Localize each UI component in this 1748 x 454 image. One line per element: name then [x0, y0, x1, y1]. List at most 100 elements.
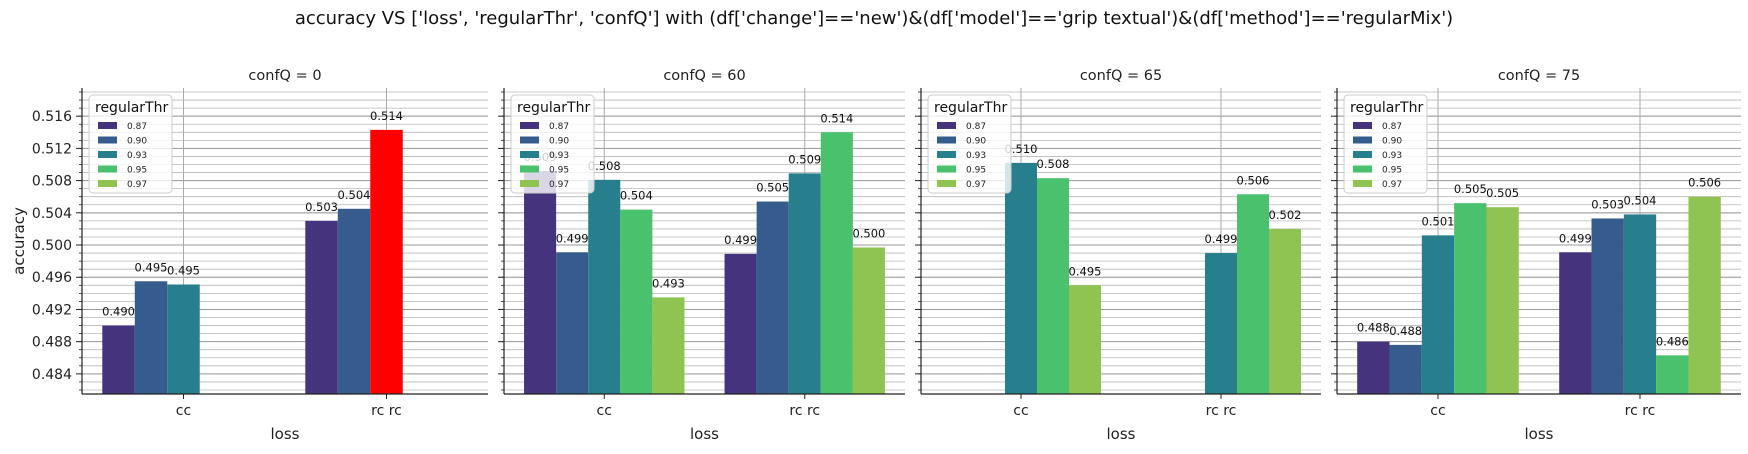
legend-label: 0.95: [966, 166, 986, 176]
bar: [1688, 196, 1721, 394]
bar: [620, 209, 653, 394]
subplot-4: 0.488 0.499 0.488 0.503 0.501 0.504 0.505 0.486…: [1331, 68, 1741, 443]
x-tick-label: cc: [597, 403, 612, 419]
bar-label: 0.509: [788, 152, 821, 166]
legend-label: 0.87: [1382, 122, 1402, 132]
x-tick-label: cc: [1013, 403, 1028, 419]
x-tick-label: rc rc: [789, 403, 820, 419]
legend-swatch: [98, 122, 117, 129]
x-axis-label: loss: [1525, 425, 1554, 443]
y-tick-label: 0.492: [32, 302, 72, 318]
figure-title: accuracy VS ['loss', 'regularThr', 'conf…: [294, 8, 1454, 29]
subplot-title: confQ = 0: [248, 68, 321, 84]
legend-label: 0.95: [1382, 166, 1402, 176]
bar: [1269, 228, 1301, 394]
bar: [102, 325, 135, 394]
subplot-2: 0.5090.4990.4990.5050.5080.5090.5040.514…: [498, 68, 905, 443]
legend-title: regularThr: [934, 100, 1007, 116]
bar-label: 0.508: [1037, 157, 1070, 171]
legend-swatch: [520, 122, 539, 129]
bar: [852, 247, 885, 394]
bar: [1486, 207, 1519, 394]
bar-label: 0.514: [820, 111, 853, 125]
legend-swatch: [98, 136, 117, 144]
bar-label: 0.486: [1656, 334, 1689, 348]
bar: [1005, 162, 1037, 394]
bar-label: 0.499: [1205, 232, 1238, 246]
bar-label: 0.493: [652, 276, 685, 290]
bar-label: 0.506: [1688, 176, 1721, 190]
legend-label: 0.93: [127, 151, 147, 161]
bar: [1037, 178, 1069, 394]
legend-swatch: [520, 180, 539, 187]
legend-title: regularThr: [517, 100, 590, 116]
x-tick-label: rc rc: [1206, 403, 1237, 419]
bar: [1205, 253, 1237, 394]
legend-swatch: [520, 136, 539, 144]
bar-label: 0.502: [1269, 208, 1302, 222]
subplot-1: 0.490 0.503 0.495 0.504 0.495 0.514 confQ = 0 0…: [10, 68, 488, 443]
legend-swatch: [1353, 122, 1372, 129]
bar: [724, 253, 757, 394]
subplot-title: confQ = 75: [1498, 68, 1580, 84]
legend-swatch: [520, 165, 539, 173]
legend-swatch: [1353, 136, 1372, 144]
legend-label: 0.97: [127, 180, 147, 190]
bar-label: 0.499: [724, 233, 757, 247]
legend-title: regularThr: [95, 100, 168, 116]
x-tick-label: cc: [1430, 403, 1445, 419]
bar-label: 0.488: [1389, 324, 1422, 338]
bar-label: 0.505: [1454, 182, 1487, 196]
legend-swatch: [98, 151, 117, 158]
bar-label: 0.495: [135, 260, 168, 274]
bar: [820, 132, 853, 394]
bar-label: 0.504: [620, 189, 653, 203]
bar-label: 0.488: [1357, 321, 1390, 335]
bar: [305, 220, 338, 394]
bar: [1559, 252, 1592, 394]
legend-label: 0.90: [127, 137, 147, 147]
bar-label: 0.499: [556, 231, 589, 245]
bar: [556, 252, 589, 394]
legend-label: 0.97: [549, 180, 569, 190]
legend-label: 0.95: [549, 166, 569, 176]
bar-label: 0.506: [1237, 173, 1270, 187]
legend-label: 0.93: [966, 151, 986, 161]
legend-label: 0.90: [966, 137, 986, 147]
y-tick-label: 0.496: [32, 270, 72, 286]
bar: [337, 208, 371, 394]
x-tick-label: rc rc: [371, 403, 402, 419]
bar-label: 0.508: [588, 159, 621, 173]
bar-label: 0.495: [1069, 264, 1102, 278]
bar: [1237, 194, 1269, 394]
y-tick-label: 0.504: [32, 206, 72, 222]
legend-label: 0.93: [549, 151, 569, 161]
legend-label: 0.97: [1382, 180, 1402, 190]
legend-label: 0.97: [966, 180, 986, 190]
legend-label: 0.90: [1382, 137, 1402, 147]
bar-label: 0.499: [1559, 231, 1592, 245]
legend-label: 0.87: [127, 122, 147, 132]
y-tick-label: 0.484: [32, 367, 72, 383]
legend-swatch: [520, 151, 539, 158]
bar-label: 0.503: [305, 200, 338, 214]
y-tick-label: 0.516: [32, 109, 72, 125]
bar-label: 0.504: [338, 188, 371, 202]
bar-label: 0.504: [1624, 193, 1657, 207]
x-tick-label: cc: [176, 403, 191, 419]
bar: [652, 297, 685, 394]
legend-label: 0.95: [127, 166, 147, 176]
y-axis-label: accuracy: [10, 207, 28, 275]
bar: [1623, 214, 1657, 394]
x-axis-label: loss: [690, 425, 719, 443]
subplot-title: confQ = 60: [663, 68, 745, 84]
legend-swatch: [98, 180, 117, 187]
bar: [1454, 203, 1487, 394]
bar: [1357, 341, 1390, 394]
legend-title: regularThr: [1350, 100, 1423, 116]
legend-label: 0.87: [549, 122, 569, 132]
highlighted-bar: [370, 129, 403, 394]
bar: [1591, 218, 1624, 394]
legend-swatch: [937, 122, 956, 129]
